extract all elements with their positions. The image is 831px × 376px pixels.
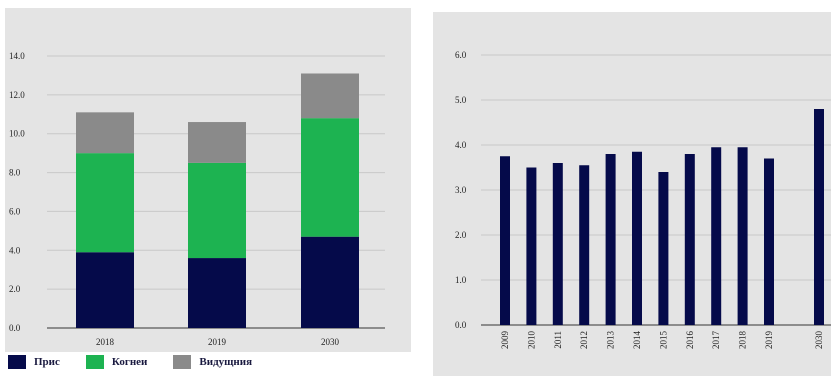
- bar: [684, 154, 695, 325]
- bar-segment: [76, 153, 134, 253]
- x-tick-label: 2017: [711, 331, 721, 350]
- right-chart-panel: 0.0 1.0 2.0 3.0 4.0 5.0 6.0 2009 2010 2011 2012 201…: [433, 12, 831, 376]
- bar-segment: [76, 112, 134, 154]
- legend-label-series-1: Прис: [34, 356, 60, 368]
- bar: [658, 172, 669, 325]
- bar: [552, 163, 563, 325]
- x-tick-label: 2030: [814, 331, 824, 350]
- chart-legend: Прис Когнеи Видущния: [8, 353, 278, 371]
- y-tick-label: 0.0: [9, 323, 21, 333]
- bar-segment: [301, 118, 359, 237]
- bar-segment: [188, 162, 246, 259]
- legend-swatch-series-3: [173, 355, 192, 369]
- x-tick-label: 2014: [632, 331, 642, 350]
- bar: [814, 109, 824, 325]
- y-tick-label: 1.0: [455, 275, 467, 285]
- legend-item-series-1: Прис: [8, 355, 60, 369]
- x-tick-label: 2018: [738, 331, 748, 350]
- bar: [526, 167, 537, 325]
- bar: [500, 156, 510, 325]
- legend-label-series-3: Видущния: [199, 356, 253, 368]
- x-tick-label: 2019: [764, 331, 774, 350]
- y-tick-label: 4.0: [9, 245, 21, 255]
- y-tick-label: 14.0: [9, 51, 25, 61]
- x-tick-label: 2013: [606, 331, 616, 350]
- bar: [764, 158, 774, 325]
- bar-segment: [301, 236, 359, 328]
- legend-item-series-2: Когнеи: [85, 355, 148, 369]
- bar-segment: [188, 122, 246, 163]
- legend-item-series-3: Видущния: [173, 355, 252, 369]
- bar-segment: [188, 258, 246, 328]
- bar: [632, 151, 642, 325]
- stacked-bar-chart: 0.0 2.0 4.0 6.0 8.0 10.0 12.0 14.0 2018 2019 2030: [9, 51, 385, 347]
- y-tick-label: 6.0: [455, 50, 467, 60]
- x-tick-label: 2009: [500, 331, 510, 350]
- x-tick-label: 2016: [685, 331, 695, 350]
- y-tick-label: 12.0: [9, 90, 25, 100]
- y-tick-label: 10.0: [9, 129, 25, 139]
- legend-swatch-series-2: [85, 355, 104, 369]
- x-tick-label: 2030: [321, 337, 340, 347]
- y-tick-label: 8.0: [9, 168, 21, 178]
- y-tick-label: 2.0: [9, 284, 21, 294]
- left-chart-panel: 0.0 2.0 4.0 6.0 8.0 10.0 12.0 14.0 2018 2019 2030: [5, 8, 411, 352]
- x-tick-label: 2018: [96, 337, 115, 347]
- single-series-bar-chart: 0.0 1.0 2.0 3.0 4.0 5.0 6.0 2009 2010 2011 2012 201…: [455, 50, 831, 350]
- x-tick-label: 2019: [208, 337, 227, 347]
- x-tick-label: 2011: [553, 331, 563, 349]
- y-tick-label: 6.0: [9, 206, 21, 216]
- bar-segment: [301, 73, 359, 119]
- y-tick-label: 3.0: [455, 185, 467, 195]
- y-tick-label: 5.0: [455, 95, 467, 105]
- y-tick-label: 0.0: [455, 320, 467, 330]
- x-tick-label: 2012: [579, 331, 589, 349]
- bar: [605, 154, 616, 325]
- y-tick-label: 2.0: [455, 230, 467, 240]
- x-tick-label: 2010: [526, 331, 536, 350]
- x-tick-label: 2015: [658, 331, 668, 350]
- y-tick-label: 4.0: [455, 140, 467, 150]
- legend-swatch-series-1: [8, 355, 26, 369]
- legend-label-series-2: Когнеи: [111, 356, 148, 368]
- bar: [711, 147, 722, 325]
- bar: [579, 165, 590, 325]
- bar-segment: [76, 252, 134, 328]
- bar: [737, 147, 748, 325]
